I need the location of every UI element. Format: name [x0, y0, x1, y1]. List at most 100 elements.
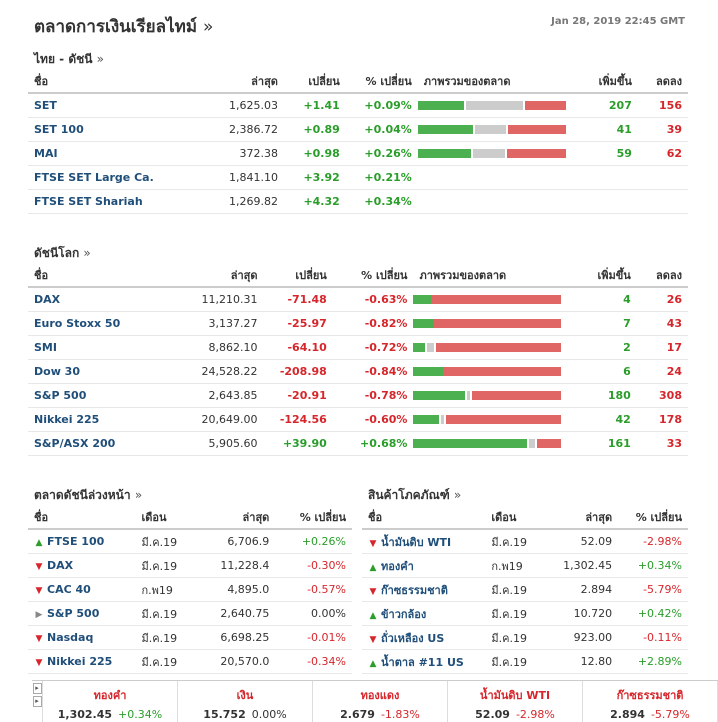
contract-month: มี.ค.19 [135, 649, 203, 674]
pct-change-value: -0.34% [275, 649, 352, 674]
ticker-item[interactable]: ทองคำ 1,302.45 +0.34% [43, 681, 178, 722]
pct-change-value: -0.78% [332, 383, 414, 408]
advance-count [584, 189, 638, 214]
quote-name-link[interactable]: ▼ ก๊าซธรรมชาติ [362, 577, 486, 602]
table-row[interactable]: ▶ S&P 500 มี.ค.19 2,640.75 0.00% [28, 601, 352, 626]
quote-name-text: FTSE 100 [47, 535, 105, 548]
table-row[interactable]: SMI 8,862.10 -64.10 -0.72% 2 17 [28, 335, 688, 360]
ticker-item[interactable]: ทองแดง 2.679 -1.83% [313, 681, 448, 722]
col-name: ชื่อ [28, 70, 204, 94]
section-title-world[interactable]: ดัชนีโลก » [34, 244, 91, 263]
index-name-link[interactable]: MAI [28, 141, 204, 166]
change-value: -208.98 [263, 359, 333, 384]
index-name-link[interactable]: DAX [28, 287, 177, 312]
pct-change-value: -5.79% [618, 577, 688, 602]
ticker-last: 1,302.45 [57, 708, 113, 721]
table-row[interactable]: ▲ ทองคำ ก.พ19 1,302.45 +0.34% [362, 553, 688, 578]
table-row[interactable]: ▲ FTSE 100 มี.ค.19 6,706.9 +0.26% [28, 529, 352, 554]
decline-count: 24 [636, 359, 688, 384]
last-value: 2,643.85 [176, 383, 264, 408]
quote-name-link[interactable]: ▼ CAC 40 [28, 577, 136, 602]
table-row[interactable]: FTSE SET Large Ca. 1,841.10 +3.92 +0.21% [28, 165, 688, 190]
section-title-thai[interactable]: ไทย - ดัชนี » [34, 50, 104, 69]
bar-segment-decline [508, 125, 566, 134]
quote-name-link[interactable]: ▲ ข้าวกล้อง [362, 601, 486, 626]
bar-segment-advance [413, 391, 466, 400]
table-row[interactable]: ▼ CAC 40 ก.พ19 4,895.0 -0.57% [28, 577, 352, 602]
quote-name-link[interactable]: ▼ Nasdaq [28, 625, 136, 650]
col-pct-change: % เปลี่ยน [345, 70, 418, 94]
change-value: -20.91 [263, 383, 333, 408]
table-row[interactable]: ▼ ถั่วเหลือง US มี.ค.19 923.00 -0.11% [362, 625, 688, 650]
col-pct-change: % เปลี่ยน [332, 264, 414, 288]
timestamp: Jan 28, 2019 22:45 GMT [551, 16, 685, 27]
section-title-thai-text: ไทย - ดัชนี [34, 52, 93, 66]
market-overview-cell [413, 335, 583, 360]
quote-name-link[interactable]: ▼ ถั่วเหลือง US [362, 625, 486, 650]
market-overview-cell [417, 93, 585, 118]
table-row[interactable]: FTSE SET Shariah 1,269.82 +4.32 +0.34% [28, 189, 688, 214]
page-title[interactable]: ตลาดการเงินเรียลไทม์ » [34, 13, 213, 40]
index-name-link[interactable]: Nikkei 225 [28, 407, 177, 432]
table-row[interactable]: S&P 500 2,643.85 -20.91 -0.78% 180 308 [28, 383, 688, 408]
section-title-world-text: ดัชนีโลก [34, 246, 80, 260]
index-name-link[interactable]: S&P 500 [28, 383, 177, 408]
quote-name-text: ข้าวกล้อง [381, 607, 427, 621]
contract-month: มี.ค.19 [485, 601, 552, 626]
table-row[interactable]: ▲ น้ำตาล #11 US มี.ค.19 12.80 +2.89% [362, 649, 688, 674]
quote-name-link[interactable]: ▼ น้ำมันดิบ WTI [362, 529, 486, 554]
pct-change-value: +0.68% [332, 431, 414, 456]
table-row[interactable]: SET 1,625.03 +1.41 +0.09% 207 156 [28, 93, 688, 118]
pct-change-value: -0.57% [275, 577, 352, 602]
table-row[interactable]: ▼ Nikkei 225 มี.ค.19 20,570.0 -0.34% [28, 649, 352, 674]
futures-table: ชื่อ เดือน ล่าสุด % เปลี่ยน ▲ FTSE 100 มี.… [28, 506, 352, 674]
table-row[interactable]: ▲ ข้าวกล้อง มี.ค.19 10.720 +0.42% [362, 601, 688, 626]
table-row[interactable]: ▼ น้ำมันดิบ WTI มี.ค.19 52.09 -2.98% [362, 529, 688, 554]
index-name-link[interactable]: SET 100 [28, 117, 204, 142]
index-name-link[interactable]: S&P/ASX 200 [28, 431, 177, 456]
quote-name-text: Nikkei 225 [47, 655, 113, 668]
contract-month: มี.ค.19 [485, 529, 552, 554]
quote-name-link[interactable]: ▶ S&P 500 [28, 601, 136, 626]
section-title-commodities-arrow: » [453, 488, 462, 502]
ticker-item[interactable]: ก๊าซธรรมชาติ 2.894 -5.79% [583, 681, 718, 722]
quote-name-link[interactable]: ▲ ทองคำ [362, 553, 486, 578]
section-title-futures[interactable]: ตลาดดัชนีล่วงหน้า » [34, 486, 142, 505]
pct-change-value: +0.34% [345, 189, 418, 214]
decline-count [637, 165, 688, 190]
table-row[interactable]: ▼ DAX มี.ค.19 11,228.4 -0.30% [28, 553, 352, 578]
ticker-last: 2.679 [340, 708, 375, 721]
table-row[interactable]: ▼ ก๊าซธรรมชาติ มี.ค.19 2.894 -5.79% [362, 577, 688, 602]
index-name-link[interactable]: Dow 30 [28, 359, 177, 384]
section-title-thai-arrow: » [96, 52, 104, 66]
index-name-link[interactable]: SET [28, 93, 204, 118]
table-row[interactable]: Nikkei 225 20,649.00 -124.56 -0.60% 42 178 [28, 407, 688, 432]
bar-segment-advance [413, 367, 444, 376]
table-row[interactable]: SET 100 2,386.72 +0.89 +0.04% 41 39 [28, 117, 688, 142]
index-name-link[interactable]: Euro Stoxx 50 [28, 311, 177, 336]
section-title-commodities[interactable]: สินค้าโภคภัณฑ์ » [368, 486, 461, 505]
index-name-link[interactable]: FTSE SET Shariah [28, 189, 204, 214]
ticker-item[interactable]: น้ำมันดิบ WTI 52.09 -2.98% [448, 681, 583, 722]
index-name-link[interactable]: FTSE SET Large Ca. [28, 165, 204, 190]
bar-segment-decline [436, 343, 562, 352]
table-row[interactable]: DAX 11,210.31 -71.48 -0.63% 4 26 [28, 287, 688, 312]
arrow-up-icon: ▲ [35, 538, 43, 548]
table-row[interactable]: Dow 30 24,528.22 -208.98 -0.84% 6 24 [28, 359, 688, 384]
quote-name-link[interactable]: ▲ FTSE 100 [28, 529, 136, 554]
quote-name-link[interactable]: ▲ น้ำตาล #11 US [362, 649, 486, 674]
table-row[interactable]: MAI 372.38 +0.98 +0.26% 59 62 [28, 141, 688, 166]
last-value: 6,706.9 [202, 529, 276, 554]
quote-name-link[interactable]: ▼ DAX [28, 553, 136, 578]
quote-name-link[interactable]: ▼ Nikkei 225 [28, 649, 136, 674]
ticker-item[interactable]: เงิน 15.752 0.00% [178, 681, 313, 722]
index-name-link[interactable]: SMI [28, 335, 177, 360]
pct-change-value: 0.00% [275, 601, 352, 626]
bar-segment-advance [413, 343, 425, 352]
advance-count: 42 [582, 407, 637, 432]
table-row[interactable]: ▼ Nasdaq มี.ค.19 6,698.25 -0.01% [28, 625, 352, 650]
table-row[interactable]: S&P/ASX 200 5,905.60 +39.90 +0.68% 161 33 [28, 431, 688, 456]
table-row[interactable]: Euro Stoxx 50 3,137.27 -25.97 -0.82% 7 43 [28, 311, 688, 336]
ticker-prev-icon[interactable]: ▸ [32, 683, 42, 694]
ticker-next-icon[interactable]: ▸ [32, 696, 42, 707]
